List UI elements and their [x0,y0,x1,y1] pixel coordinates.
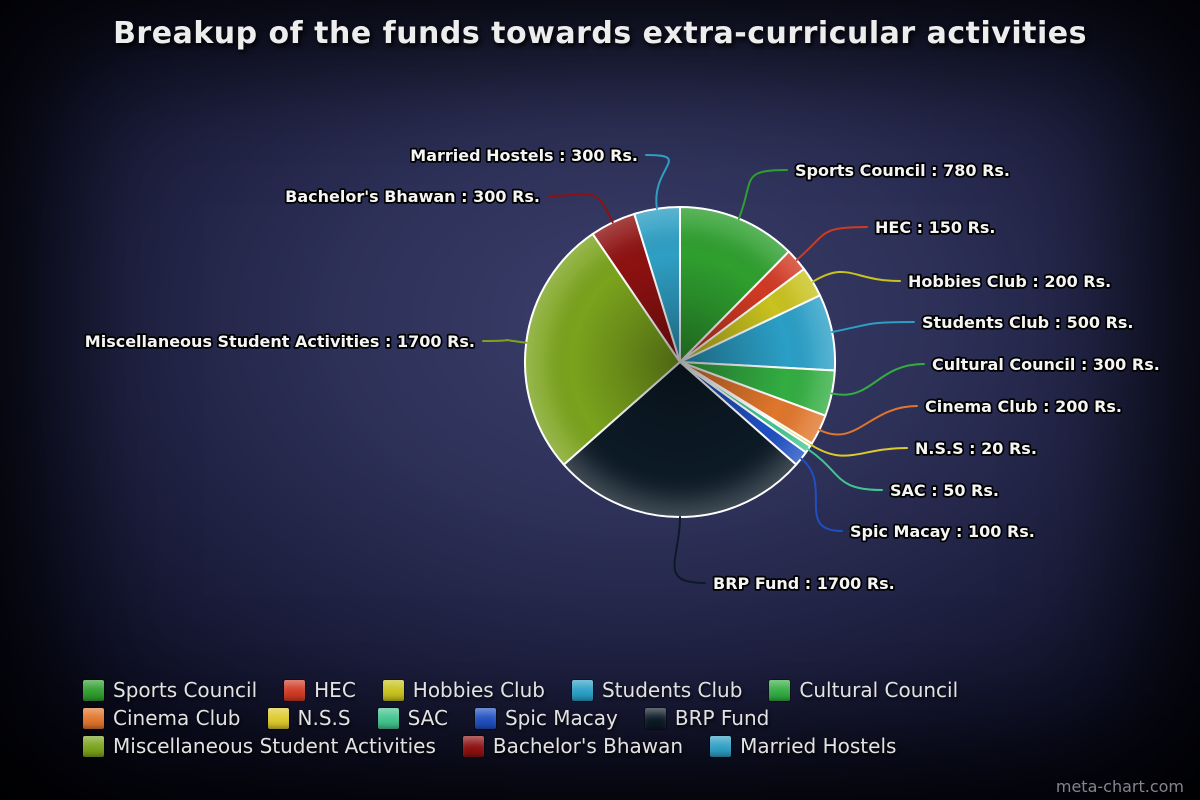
slice-label-spic-macay: Spic Macay : 100 Rs. [850,522,1035,541]
leader-line-hobbies-club [811,270,901,283]
slice-label-students-club: Students Club : 500 Rs. [922,313,1134,332]
legend-item-sac: SAC [377,706,448,730]
legend-swatch-sports-council [83,679,104,701]
legend-label: Bachelor's Bhawan [492,734,684,758]
legend-label: Hobbies Club [412,678,545,702]
leader-line-cinema-club [818,405,918,436]
legend-item-hobbies-club: Hobbies Club [382,678,545,702]
legend-label: Cultural Council [799,678,959,702]
legend-label: Miscellaneous Student Activities [113,734,436,758]
slice-label-married-hostels: Married Hostels : 300 Rs. [410,146,638,165]
legend-item-miscellaneous-student-activities: Miscellaneous Student Activities [83,734,436,758]
legend-label: N.S.S [297,706,351,730]
slice-label-miscellaneous-student-activities: Miscellaneous Student Activities : 1700 … [85,332,475,351]
leader-line-spic-macay [800,457,843,532]
legend-row: Miscellaneous Student Activities Bachelor… [83,732,958,760]
leader-line-bachelor-s-bhawan [547,193,614,224]
slice-label-brp-fund: BRP Fund : 1700 Rs. [713,574,895,593]
legend-row: Cinema Club N.S.S SAC Spic Macay BRP Fund [83,704,958,732]
leader-line-sac [807,448,883,491]
legend-swatch-cultural-council [769,679,791,701]
leader-line-students-club [831,321,915,333]
slice-callouts: Sports Council : 780 Rs. HEC : 150 Rs. Hob… [83,144,1162,595]
leader-line-miscellaneous-student-activities [482,338,528,344]
legend-item-spic-macay: Spic Macay [474,706,618,730]
legend-swatch-miscellaneous-student-activities [83,735,104,757]
legend-item-cultural-council: Cultural Council [769,678,958,702]
legend-swatch-sac [377,707,399,729]
legend: Sports Council HEC Hobbies Club Students Cl… [83,676,958,760]
pie-slices [523,206,837,519]
legend-label: Spic Macay [504,706,618,730]
legend-item-n-s-s: N.S.S [267,706,351,730]
legend-item-bachelor-s-bhawan: Bachelor's Bhawan [462,734,684,758]
legend-item-students-club: Students Club [571,678,743,702]
watermark: meta-chart.com [1055,777,1184,796]
legend-swatch-brp-fund [644,707,666,729]
legend-swatch-hec [284,679,306,701]
legend-label: Cinema Club [113,706,241,730]
legend-swatch-cinema-club [83,707,104,729]
leader-line-married-hostels [645,154,670,210]
slice-label-sac: SAC : 50 Rs. [890,481,999,500]
slice-label-hec: HEC : 150 Rs. [875,218,996,237]
leader-line-hec [795,226,868,261]
legend-row: Sports Council HEC Hobbies Club Students Cl… [83,676,958,704]
legend-swatch-spic-macay [474,707,496,729]
legend-item-brp-fund: BRP Fund [644,706,770,730]
legend-swatch-students-club [571,679,593,701]
chart-title: Breakup of the funds towards extra-curri… [113,16,1087,51]
legend-label: Married Hostels [740,734,897,758]
leader-lines [482,154,925,584]
legend-item-married-hostels: Married Hostels [710,734,896,758]
leader-line-sports-council [737,169,788,220]
legend-item-hec: HEC [284,678,356,702]
legend-label: Sports Council [113,678,258,702]
slice-label-hobbies-club: Hobbies Club : 200 Rs. [908,272,1111,291]
slice-label-n-s-s: N.S.S : 20 Rs. [915,439,1037,458]
slice-label-cultural-council: Cultural Council : 300 Rs. [932,355,1160,374]
slice-label-cinema-club: Cinema Club : 200 Rs. [925,397,1122,416]
legend-item-cinema-club: Cinema Club [83,706,241,730]
legend-swatch-n-s-s [267,707,289,729]
legend-label: HEC [314,678,356,702]
slice-label-sports-council: Sports Council : 780 Rs. [795,161,1010,180]
legend-label: SAC [407,706,448,730]
legend-item-sports-council: Sports Council [83,678,257,702]
leader-line-cultural-council [830,363,925,396]
leader-line-n-s-s [810,443,908,457]
legend-swatch-hobbies-club [382,679,404,701]
legend-label: Students Club [601,678,743,702]
legend-swatch-married-hostels [710,735,732,757]
legend-label: BRP Fund [674,706,770,730]
slice-label-bachelor-s-bhawan: Bachelor's Bhawan : 300 Rs. [285,187,540,206]
legend-swatch-bachelor-s-bhawan [462,735,484,757]
leader-line-brp-fund [673,516,706,584]
